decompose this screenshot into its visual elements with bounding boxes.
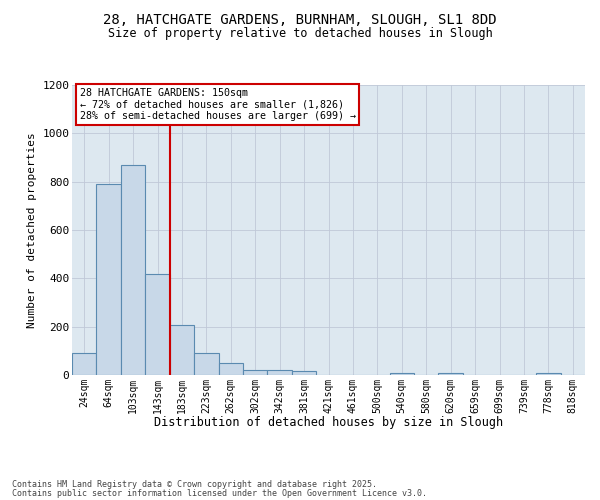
Y-axis label: Number of detached properties: Number of detached properties: [26, 132, 37, 328]
Text: Contains public sector information licensed under the Open Government Licence v3: Contains public sector information licen…: [12, 489, 427, 498]
Bar: [194, 353, 218, 375]
Text: Contains HM Land Registry data © Crown copyright and database right 2025.: Contains HM Land Registry data © Crown c…: [12, 480, 377, 489]
Bar: [145, 274, 170, 375]
Bar: [292, 372, 316, 375]
Bar: [121, 165, 145, 375]
Bar: [218, 363, 243, 375]
Text: 28, HATCHGATE GARDENS, BURNHAM, SLOUGH, SL1 8DD: 28, HATCHGATE GARDENS, BURNHAM, SLOUGH, …: [103, 12, 497, 26]
Bar: [389, 372, 414, 375]
Bar: [170, 326, 194, 375]
Text: 28 HATCHGATE GARDENS: 150sqm
← 72% of detached houses are smaller (1,826)
28% of: 28 HATCHGATE GARDENS: 150sqm ← 72% of de…: [80, 88, 356, 121]
Text: Size of property relative to detached houses in Slough: Size of property relative to detached ho…: [107, 28, 493, 40]
Bar: [72, 353, 97, 375]
X-axis label: Distribution of detached houses by size in Slough: Distribution of detached houses by size …: [154, 416, 503, 429]
Bar: [439, 372, 463, 375]
Bar: [243, 370, 268, 375]
Bar: [268, 370, 292, 375]
Bar: [536, 372, 560, 375]
Bar: [97, 184, 121, 375]
